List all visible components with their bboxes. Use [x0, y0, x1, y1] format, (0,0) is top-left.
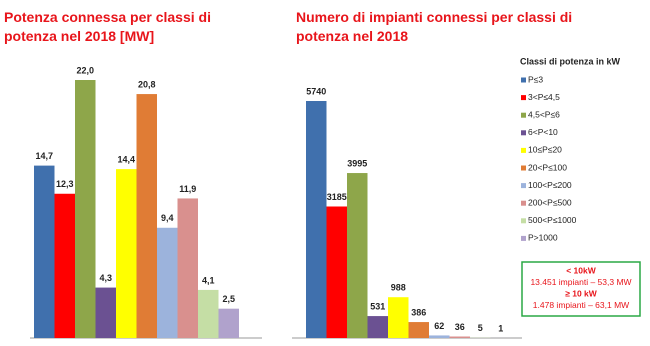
chart-title: Potenza connessa per classi di potenza n… — [4, 9, 211, 44]
bar — [157, 227, 178, 338]
legend-swatch — [521, 77, 526, 83]
value-label: 9,4 — [161, 213, 174, 223]
value-label: 5 — [478, 323, 483, 333]
legend-swatch — [521, 95, 526, 101]
legend-swatch — [521, 218, 526, 224]
legend-swatch — [521, 165, 526, 171]
bar — [54, 193, 75, 338]
value-label: 14,7 — [35, 151, 53, 161]
legend-swatch — [521, 235, 526, 241]
value-label: 36 — [455, 322, 465, 332]
annotation-text: 13.451 impianti – 53,3 MW — [530, 277, 631, 287]
legend-label: 200<P≤500 — [528, 197, 572, 207]
legend-swatch — [521, 183, 526, 189]
bar — [75, 80, 96, 338]
bar — [367, 316, 388, 338]
annotation-text: 1.478 impianti – 63,1 MW — [533, 300, 629, 310]
legend-swatch — [521, 147, 526, 153]
value-label: 62 — [434, 321, 444, 331]
legend-label: 100<P≤200 — [528, 180, 572, 190]
value-label: 2,5 — [222, 294, 235, 304]
bar — [326, 206, 347, 338]
legend-swatch — [521, 112, 526, 118]
value-label: 386 — [411, 307, 426, 317]
legend-title: Classi di potenza in kW — [520, 56, 621, 66]
value-label: 11,9 — [179, 184, 196, 194]
legend-label: 3<P≤4,5 — [528, 92, 560, 102]
chart-title: Numero di impianti connessi per classi d… — [296, 9, 573, 44]
value-label: 12,3 — [56, 179, 74, 189]
bar — [198, 289, 219, 338]
value-label: 3995 — [347, 158, 367, 168]
value-label: 531 — [370, 301, 385, 311]
bar — [306, 101, 327, 338]
bar — [116, 169, 137, 338]
bar — [218, 308, 239, 338]
value-label: 3185 — [327, 192, 347, 202]
value-label: 20,8 — [138, 79, 156, 89]
annotation-box — [521, 261, 641, 317]
value-label: 988 — [391, 283, 406, 293]
legend-label: 10≤P≤20 — [528, 145, 562, 155]
bar — [95, 287, 116, 338]
bar — [136, 94, 157, 338]
legend-swatch — [521, 200, 526, 206]
bar — [347, 173, 368, 338]
bar — [177, 198, 198, 338]
annotation-text: ≥ 10 kW — [565, 288, 598, 298]
value-label: 4,3 — [99, 273, 112, 283]
bar — [449, 336, 470, 338]
legend-label: 6<P<10 — [528, 127, 558, 137]
legend-label: 20<P≤100 — [528, 162, 567, 172]
value-label: 22,0 — [76, 65, 94, 75]
bar — [34, 165, 55, 338]
legend-label: 500<P≤1000 — [528, 215, 577, 225]
annotation-text: < 10kW — [566, 265, 597, 275]
bar — [388, 297, 409, 338]
value-label: 5740 — [306, 86, 326, 96]
legend-label: P>1000 — [528, 233, 558, 243]
legend-label: 4,5<P≤6 — [528, 109, 560, 119]
legend-label: P≤3 — [528, 74, 543, 84]
value-label: 14,4 — [117, 155, 135, 165]
value-label: 4,1 — [202, 275, 215, 285]
value-label: 1 — [498, 323, 503, 333]
bar — [408, 322, 429, 338]
bar — [429, 335, 450, 338]
legend-swatch — [521, 130, 526, 136]
